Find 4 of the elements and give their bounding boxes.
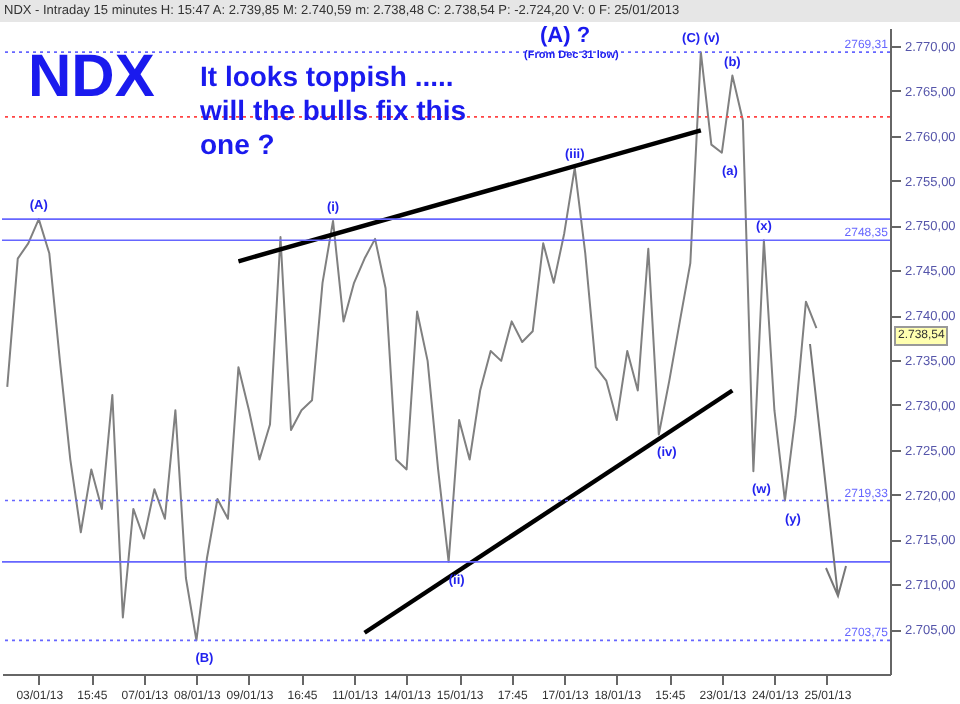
annotation: (A) ? <box>540 24 591 48</box>
line-series <box>6 51 818 642</box>
chart-title: NDX <box>28 44 155 112</box>
text: It looks toppish ..... will the bulls fix this one ? <box>200 60 469 162</box>
